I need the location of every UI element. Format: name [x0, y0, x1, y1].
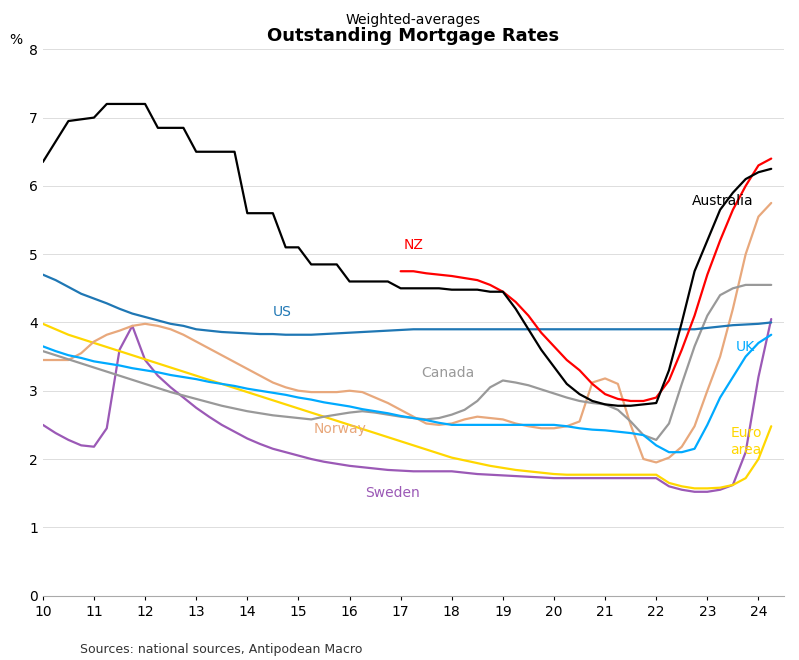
- Text: US: US: [273, 305, 292, 319]
- Text: %: %: [10, 32, 22, 47]
- Text: Canada: Canada: [421, 366, 475, 380]
- Text: UK: UK: [735, 340, 754, 354]
- Text: Sources: national sources, Antipodean Macro: Sources: national sources, Antipodean Ma…: [80, 644, 362, 657]
- Title: Outstanding Mortgage Rates: Outstanding Mortgage Rates: [268, 27, 559, 45]
- Text: Australia: Australia: [692, 194, 753, 208]
- Text: Norway: Norway: [314, 422, 367, 436]
- Text: NZ: NZ: [403, 238, 423, 251]
- Text: Sweden: Sweden: [365, 486, 419, 500]
- Text: Weighted-averages: Weighted-averages: [346, 13, 481, 28]
- Text: Euro
area: Euro area: [730, 426, 761, 457]
